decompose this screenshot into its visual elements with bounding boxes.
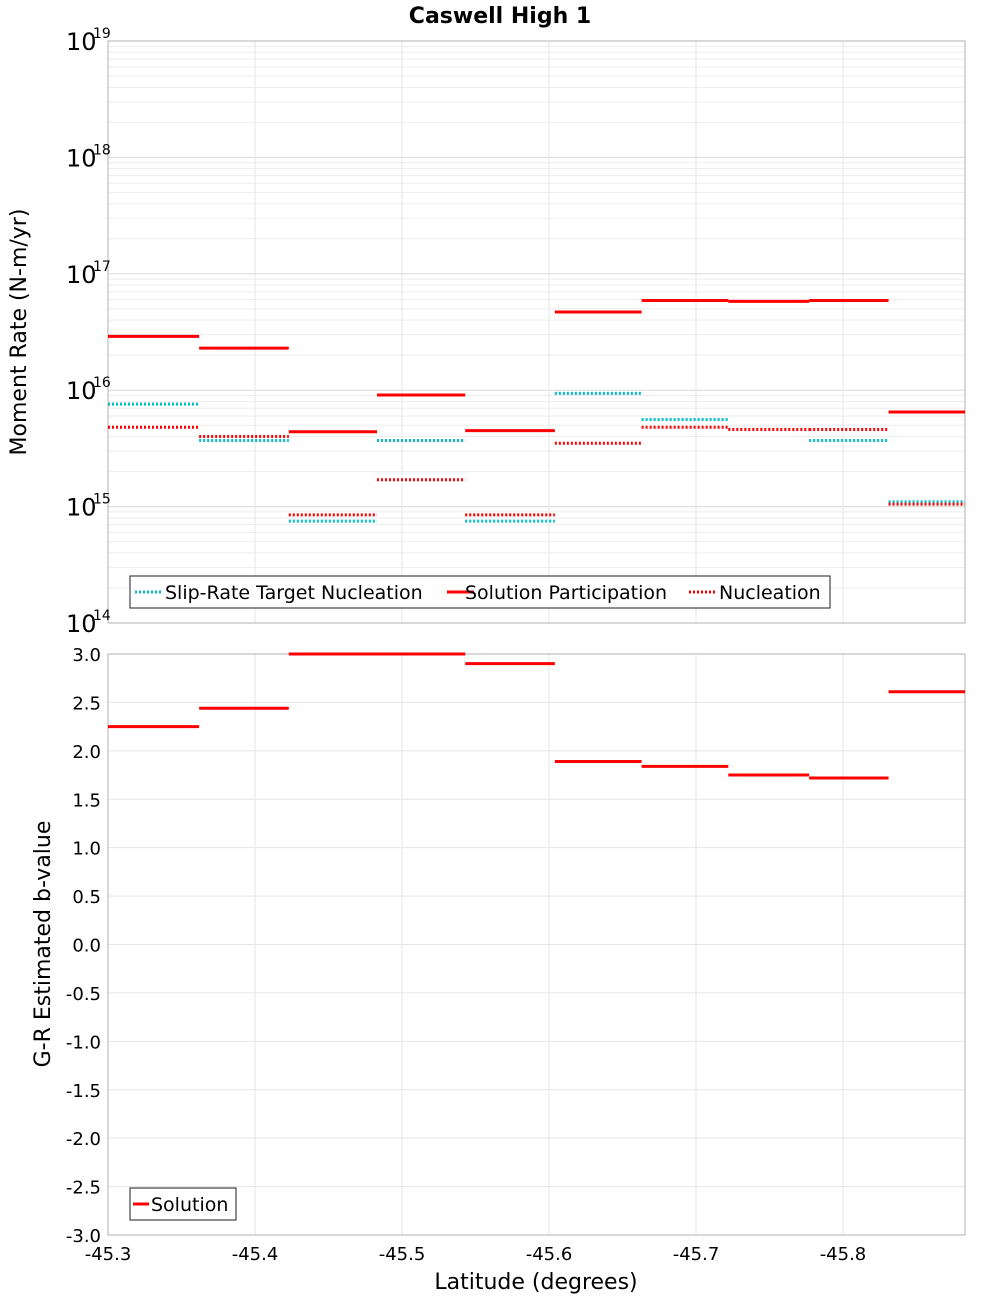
- top-y-tick-exponent: 16: [93, 375, 111, 391]
- top-y-axis-label: Moment Rate (N-m/yr): [7, 209, 32, 456]
- chart-title: Caswell High 1: [409, 4, 591, 29]
- x-tick-label: -45.5: [379, 1244, 426, 1265]
- top-legend-label: Slip-Rate Target Nucleation: [165, 582, 423, 604]
- top-legend-label: Nucleation: [719, 582, 821, 604]
- bottom-y-tick-label: 3.0: [72, 645, 101, 666]
- bottom-y-tick-label: 0.5: [72, 887, 101, 908]
- bottom-y-tick-label: 2.0: [72, 742, 101, 763]
- top-y-tick-label: 10: [66, 28, 97, 56]
- x-tick-label: -45.7: [673, 1244, 720, 1265]
- x-axis-label: Latitude (degrees): [434, 1270, 637, 1295]
- bottom-y-tick-label: 1.5: [72, 790, 101, 811]
- top-y-tick-label: 10: [66, 144, 97, 172]
- bottom-legend-label: Solution: [151, 1194, 228, 1216]
- top-y-tick-label: 10: [66, 261, 97, 289]
- bottom-y-tick-label: 1.0: [72, 839, 101, 860]
- x-tick-label: -45.6: [526, 1244, 573, 1265]
- top-plot-area: [108, 41, 965, 623]
- top-plot-frame: [107, 40, 966, 624]
- bottom-y-tick-label: 0.0: [72, 936, 101, 957]
- top-y-tick-exponent: 18: [93, 142, 111, 158]
- bottom-y-axis-label: G-R Estimated b-value: [31, 821, 56, 1068]
- bottom-y-tick-label: -0.5: [66, 984, 101, 1005]
- bottom-y-tick-label: -3.0: [66, 1226, 101, 1247]
- bottom-plot-frame: [107, 653, 966, 1236]
- top-y-tick-label: 10: [66, 610, 97, 638]
- x-tick-label: -45.3: [85, 1244, 132, 1265]
- bottom-y-tick-label: -1.0: [66, 1032, 101, 1053]
- top-y-tick-exponent: 17: [93, 259, 111, 275]
- top-y-tick-label: 10: [66, 377, 97, 405]
- b-value-panel: 3.0 2.5 2.0 1.5 1.0 0.5 0.0 -0.5 -1.0 -1.5 -2.0 -2.…: [66, 645, 966, 1265]
- top-y-tick-exponent: 19: [93, 26, 111, 42]
- top-legend-label: Solution Participation: [465, 582, 667, 604]
- top-y-tick-exponent: 14: [93, 608, 111, 624]
- x-tick-label: -45.4: [232, 1244, 279, 1265]
- top-y-tick-label: 10: [66, 494, 97, 522]
- bottom-y-tick-label: -1.5: [66, 1081, 101, 1102]
- bottom-y-tick-label: -2.0: [66, 1129, 101, 1150]
- bottom-y-tick-label: 2.5: [72, 693, 101, 714]
- x-tick-label: -45.8: [820, 1244, 867, 1265]
- top-y-tick-exponent: 15: [93, 492, 111, 508]
- bottom-y-tick-label: -2.5: [66, 1178, 101, 1199]
